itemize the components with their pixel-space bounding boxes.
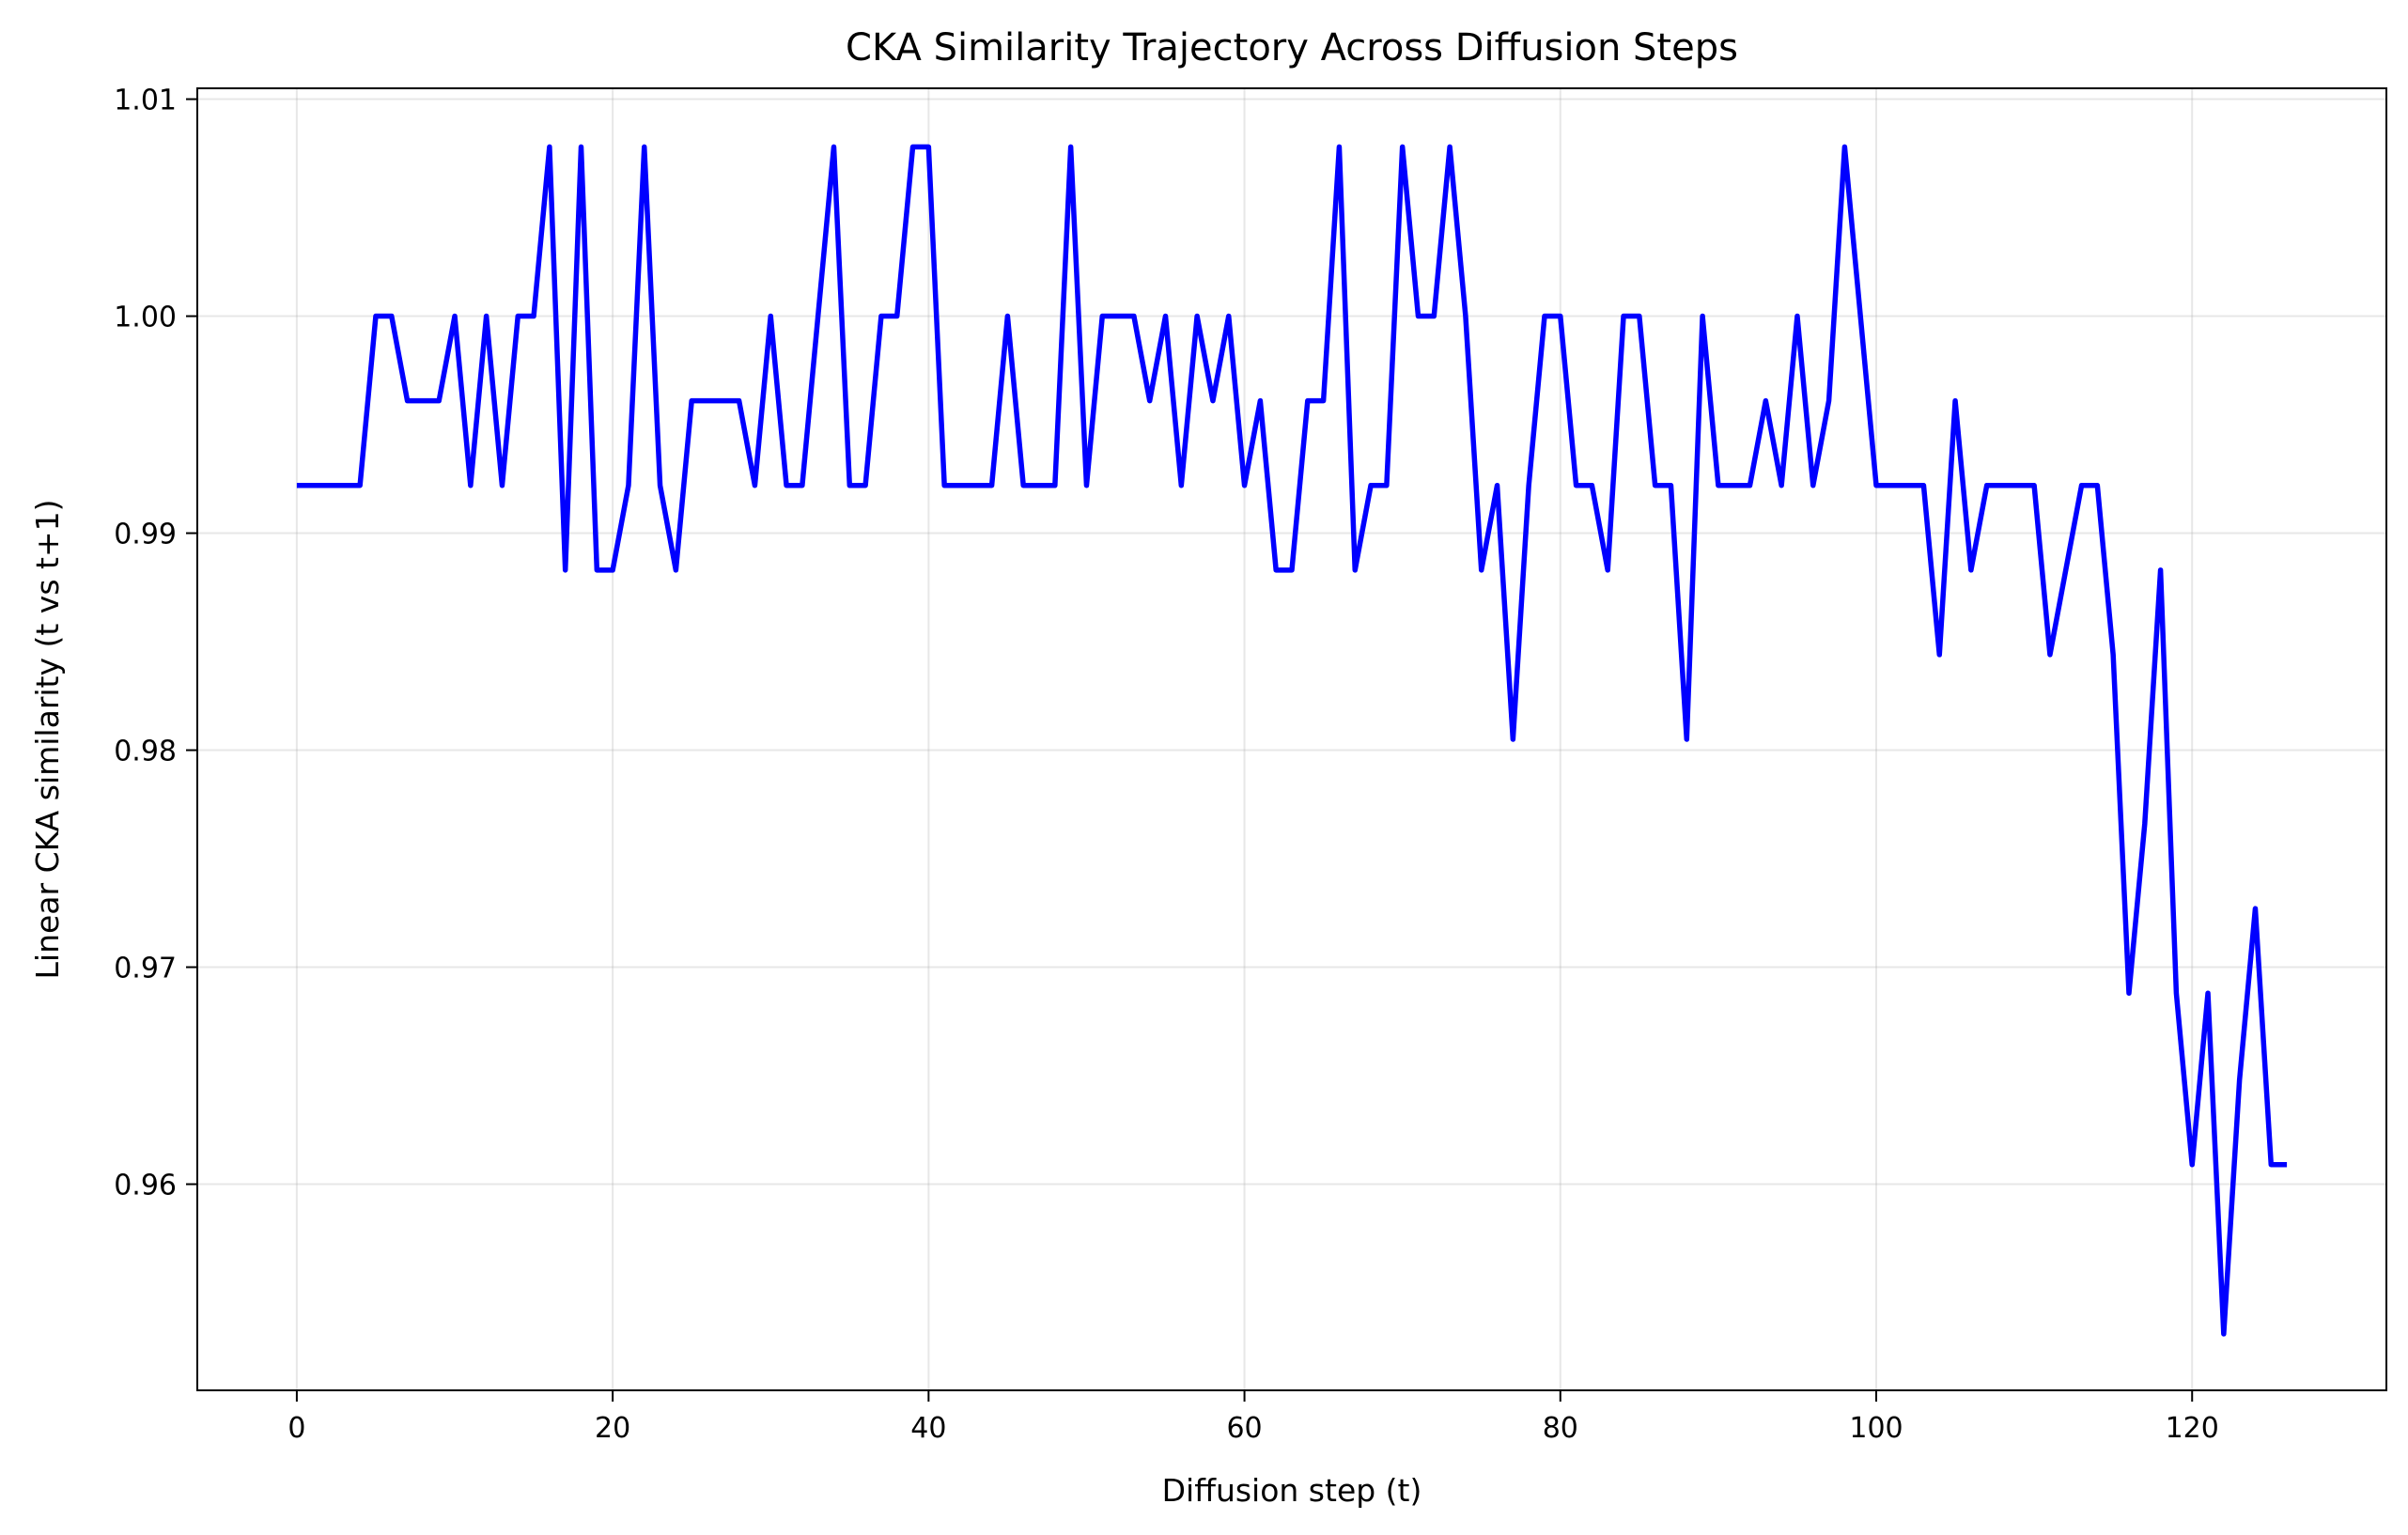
x-tick-label: 120 bbox=[2166, 1412, 2219, 1445]
x-tick-label: 0 bbox=[287, 1412, 305, 1445]
series-group bbox=[296, 144, 2288, 1337]
x-tick-label: 80 bbox=[1543, 1412, 1578, 1445]
x-axis-ticks: 0 20 40 60 80 100 120 bbox=[287, 1390, 2219, 1445]
y-axis-ticks: 0.96 0.97 0.98 0.99 1.00 1.01 bbox=[114, 85, 197, 1202]
plot-area-frame bbox=[196, 87, 2387, 1391]
y-tick-label: 0.97 bbox=[114, 953, 177, 985]
y-tick-label: 0.98 bbox=[114, 736, 177, 768]
y-tick-label: 1.01 bbox=[114, 85, 177, 117]
x-tick-label: 100 bbox=[1849, 1412, 1903, 1445]
chart-title: CKA Similarity Trajectory Across Diffusi… bbox=[846, 26, 1738, 70]
y-axis-label: Linear CKA similarity (t vs t+1) bbox=[29, 500, 66, 980]
x-tick-label: 40 bbox=[910, 1412, 946, 1445]
y-tick-label: 0.96 bbox=[114, 1170, 177, 1202]
x-tick-label: 20 bbox=[595, 1412, 630, 1445]
series-line bbox=[296, 144, 2288, 1337]
y-tick-label: 1.00 bbox=[114, 302, 177, 334]
x-axis-label: Diffusion step (t) bbox=[1162, 1472, 1422, 1509]
x-tick-label: 60 bbox=[1226, 1412, 1262, 1445]
y-tick-label: 0.99 bbox=[114, 519, 177, 551]
